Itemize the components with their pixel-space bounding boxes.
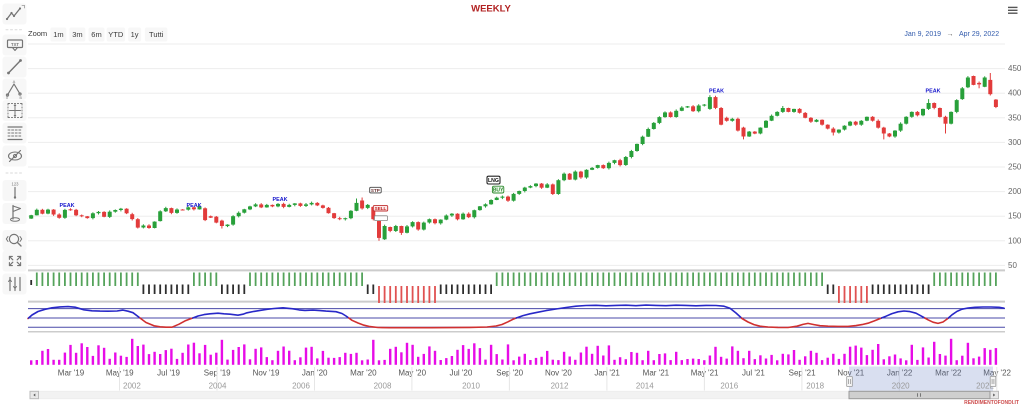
svg-text:RENDIMENTOFONDI.IT: RENDIMENTOFONDI.IT [964,400,1019,406]
svg-text:2010: 2010 [462,382,480,391]
svg-text:Mar '22: Mar '22 [935,369,962,378]
svg-text:SELL: SELL [375,206,387,211]
svg-text:Zoom: Zoom [28,29,47,38]
svg-text:Jul '20: Jul '20 [449,369,472,378]
svg-text:100: 100 [1008,236,1022,245]
svg-text:Nov '21: Nov '21 [837,369,864,378]
svg-text:2016: 2016 [720,382,738,391]
svg-text:May '20: May '20 [398,369,426,378]
svg-text:Nov '20: Nov '20 [545,369,572,378]
svg-text:→: → [947,31,954,38]
svg-text:BUY: BUY [493,188,504,194]
svg-text:PEAK: PEAK [273,197,288,203]
svg-text:6m: 6m [91,30,101,39]
svg-text:350: 350 [1008,113,1022,122]
svg-text:Jan '22: Jan '22 [887,369,913,378]
svg-text:1m: 1m [53,30,63,39]
svg-text:250: 250 [1008,163,1022,172]
svg-text:Jul '21: Jul '21 [742,369,765,378]
svg-text:Mar '19: Mar '19 [58,369,85,378]
svg-text:PEAK: PEAK [926,89,941,95]
svg-text:Sep '20: Sep '20 [496,369,523,378]
svg-text:150: 150 [1008,212,1022,221]
svg-text:LNG: LNG [488,178,499,184]
svg-text:1y: 1y [131,30,139,39]
svg-text:WEEKLY: WEEKLY [471,4,511,15]
svg-text:YTD: YTD [108,30,124,39]
svg-text:Tutti: Tutti [149,30,164,39]
svg-text:2002: 2002 [123,382,141,391]
svg-text:Jan 9, 2019: Jan 9, 2019 [904,31,941,38]
svg-text:300: 300 [1008,138,1022,147]
svg-text:PEAK: PEAK [187,203,202,209]
svg-text:2020: 2020 [892,382,910,391]
svg-text:3m: 3m [72,30,82,39]
svg-text:TXT: TXT [11,42,19,47]
svg-text:PEAK: PEAK [709,89,724,95]
svg-text:2018: 2018 [806,382,824,391]
svg-text:2004: 2004 [209,382,227,391]
svg-text:May '22: May '22 [983,369,1011,378]
svg-text:400: 400 [1008,89,1022,98]
svg-text:200: 200 [1008,187,1022,196]
svg-text:Jul '19: Jul '19 [157,369,180,378]
svg-text:Nov '19: Nov '19 [253,369,280,378]
svg-text:Mar '20: Mar '20 [350,369,377,378]
svg-text:50: 50 [1008,261,1017,270]
svg-text:2022: 2022 [976,382,994,391]
svg-text:A: A [13,79,16,84]
svg-text:123: 123 [12,182,20,187]
svg-text:2014: 2014 [636,382,654,391]
svg-text:STP: STP [371,188,380,193]
svg-text:PEAK: PEAK [60,203,75,209]
svg-text:450: 450 [1008,64,1022,73]
svg-text:Mar '21: Mar '21 [643,369,670,378]
svg-text:0: 0 [6,96,8,100]
svg-text:2006: 2006 [292,382,310,391]
svg-text:Apr 29, 2022: Apr 29, 2022 [959,31,999,38]
svg-text:2008: 2008 [374,382,392,391]
svg-text:B: B [20,96,23,100]
svg-text:2012: 2012 [551,382,569,391]
